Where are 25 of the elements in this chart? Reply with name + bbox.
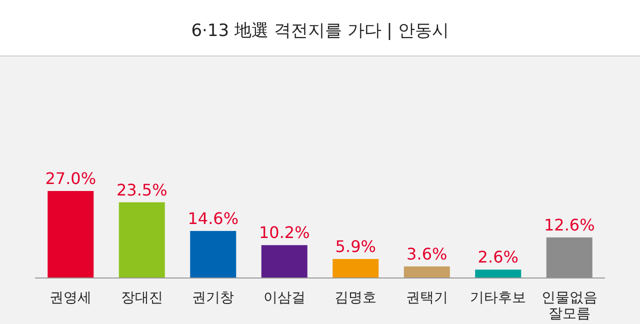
bar (48, 191, 94, 278)
data-label: 10.2% (258, 223, 310, 242)
data-label: 14.6% (188, 208, 239, 228)
x-tick-label: 권영세 (50, 290, 92, 306)
x-tick-label: 이삼걸 (263, 290, 306, 306)
x-tick-label: 기타후보 (470, 290, 526, 306)
data-label: 5.9% (335, 236, 376, 256)
x-tick-label: 권택기 (406, 290, 448, 306)
data-label: 12.6% (544, 215, 595, 234)
x-tick-label: 김명호 (334, 290, 377, 306)
bar (546, 237, 592, 278)
data-label: 2.6% (478, 248, 518, 267)
x-tick-label: 장대진 (120, 290, 163, 306)
x-tick-label: 인물없음 잘모름 (541, 290, 598, 322)
bar (404, 266, 450, 278)
data-label: 27.0% (45, 169, 96, 188)
chart-title: 6·13 地選 격전지를 가다 | 안동시 (191, 21, 449, 41)
bar (332, 258, 379, 278)
data-label: 3.6% (406, 244, 448, 264)
x-tick-label: 권기창 (192, 290, 234, 306)
bar (261, 245, 308, 278)
bar (118, 202, 165, 278)
bar (190, 230, 236, 278)
bar (475, 270, 522, 278)
data-label: 23.5% (116, 180, 168, 200)
